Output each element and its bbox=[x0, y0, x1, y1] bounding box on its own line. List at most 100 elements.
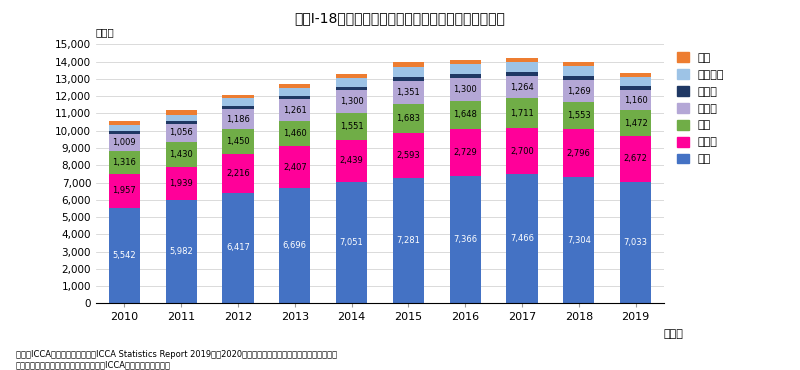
Text: 1,300: 1,300 bbox=[454, 85, 477, 94]
Text: 1,957: 1,957 bbox=[113, 186, 136, 195]
Text: 1,430: 1,430 bbox=[170, 150, 193, 159]
Text: 1,316: 1,316 bbox=[113, 158, 136, 167]
Text: （件）: （件） bbox=[96, 27, 114, 37]
Text: 2,796: 2,796 bbox=[567, 149, 590, 158]
Text: 7,051: 7,051 bbox=[340, 238, 363, 247]
Text: 5,542: 5,542 bbox=[113, 251, 136, 260]
Bar bbox=[506, 58, 538, 62]
Text: 1,450: 1,450 bbox=[226, 137, 250, 146]
Bar bbox=[222, 106, 254, 109]
Bar bbox=[563, 102, 594, 129]
Text: 1,472: 1,472 bbox=[624, 119, 647, 128]
Bar bbox=[393, 67, 424, 77]
Bar bbox=[166, 124, 197, 142]
Bar bbox=[563, 80, 594, 102]
Bar bbox=[563, 129, 594, 177]
Bar bbox=[166, 121, 197, 124]
Bar bbox=[563, 177, 594, 303]
Bar bbox=[279, 88, 310, 96]
Text: 5,982: 5,982 bbox=[170, 247, 193, 256]
Bar bbox=[620, 110, 651, 136]
Bar bbox=[506, 98, 538, 128]
Bar bbox=[450, 129, 481, 176]
Bar bbox=[222, 154, 254, 193]
Text: 1,261: 1,261 bbox=[283, 105, 306, 115]
Bar bbox=[450, 60, 481, 64]
Text: 1,939: 1,939 bbox=[170, 179, 193, 188]
Text: 2,216: 2,216 bbox=[226, 169, 250, 178]
Legend: 中東, アフリカ, 大洋州, 中南米, 北米, アジア, 欧州: 中東, アフリカ, 大洋州, 中南米, 北米, アジア, 欧州 bbox=[675, 50, 726, 166]
Bar bbox=[222, 95, 254, 98]
Text: 2,407: 2,407 bbox=[283, 162, 306, 172]
Text: 7,366: 7,366 bbox=[453, 235, 478, 244]
Bar bbox=[620, 136, 651, 182]
Bar bbox=[393, 61, 424, 67]
Bar bbox=[279, 146, 310, 188]
Text: 1,160: 1,160 bbox=[624, 96, 647, 105]
Text: 1,300: 1,300 bbox=[340, 97, 363, 106]
Text: 1,264: 1,264 bbox=[510, 83, 534, 92]
Bar bbox=[506, 77, 538, 98]
Text: 1,460: 1,460 bbox=[283, 129, 306, 138]
Bar bbox=[109, 134, 140, 151]
Bar bbox=[279, 188, 310, 303]
Bar bbox=[620, 182, 651, 303]
Bar bbox=[109, 151, 140, 174]
Bar bbox=[620, 73, 651, 77]
Text: 1,711: 1,711 bbox=[510, 109, 534, 118]
Text: 2,729: 2,729 bbox=[454, 148, 477, 157]
Text: 2,672: 2,672 bbox=[624, 154, 647, 164]
Bar bbox=[450, 176, 481, 303]
Bar bbox=[563, 65, 594, 76]
Bar bbox=[450, 64, 481, 74]
Bar bbox=[336, 182, 367, 303]
Bar bbox=[222, 109, 254, 129]
Bar bbox=[166, 200, 197, 303]
Text: 1,351: 1,351 bbox=[397, 88, 420, 97]
Bar bbox=[279, 96, 310, 99]
Bar bbox=[506, 62, 538, 72]
Text: 7,281: 7,281 bbox=[397, 236, 420, 245]
Text: 1,056: 1,056 bbox=[170, 128, 193, 137]
Bar bbox=[506, 175, 538, 303]
Bar bbox=[506, 72, 538, 77]
Bar bbox=[109, 121, 140, 125]
Bar bbox=[393, 77, 424, 81]
Text: 7,466: 7,466 bbox=[510, 235, 534, 243]
Bar bbox=[450, 78, 481, 101]
Bar bbox=[620, 87, 651, 90]
Bar bbox=[393, 133, 424, 178]
Bar bbox=[336, 139, 367, 182]
Bar bbox=[620, 77, 651, 87]
Text: 6,696: 6,696 bbox=[283, 241, 307, 250]
Text: 1,553: 1,553 bbox=[567, 111, 590, 120]
Bar bbox=[620, 90, 651, 110]
Bar bbox=[393, 81, 424, 104]
Text: 1,269: 1,269 bbox=[567, 87, 590, 96]
Bar bbox=[336, 78, 367, 87]
Bar bbox=[109, 131, 140, 134]
Bar bbox=[336, 87, 367, 90]
Text: 1,551: 1,551 bbox=[340, 122, 363, 131]
Text: 資料：ICCA（国際会議協会）『ICCA Statistics Report 2019』（2020年（令和２年）５月）に基づき観光庁作成: 資料：ICCA（国際会議協会）『ICCA Statistics Report 2… bbox=[16, 350, 337, 359]
Bar bbox=[393, 178, 424, 303]
Text: 2,700: 2,700 bbox=[510, 147, 534, 156]
Bar bbox=[222, 129, 254, 154]
Text: （年）: （年） bbox=[664, 329, 684, 339]
Bar bbox=[336, 90, 367, 113]
Bar bbox=[222, 193, 254, 303]
Bar bbox=[109, 174, 140, 208]
Text: 1,683: 1,683 bbox=[397, 114, 421, 123]
Bar bbox=[279, 99, 310, 121]
Text: 2,593: 2,593 bbox=[397, 151, 420, 160]
Bar bbox=[279, 84, 310, 88]
Text: 1,009: 1,009 bbox=[113, 138, 136, 147]
Bar bbox=[506, 128, 538, 175]
Bar bbox=[336, 113, 367, 139]
Text: 1,186: 1,186 bbox=[226, 115, 250, 124]
Text: 2,439: 2,439 bbox=[340, 156, 363, 165]
Bar bbox=[563, 76, 594, 80]
Bar bbox=[109, 125, 140, 131]
Bar bbox=[166, 114, 197, 121]
Bar bbox=[336, 74, 367, 78]
